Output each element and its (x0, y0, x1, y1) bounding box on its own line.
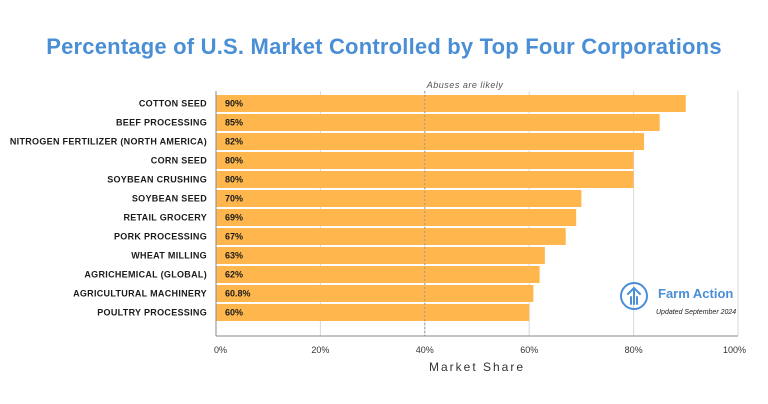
category-label: AGRICHEMICAL (GLOBAL) (84, 270, 207, 280)
value-label: 70% (225, 194, 243, 204)
x-tick-label: 20% (311, 345, 329, 355)
logo-name: Farm Action (658, 286, 734, 301)
value-label: 85% (225, 118, 243, 128)
value-label: 69% (225, 213, 243, 223)
x-tick-label: 40% (416, 345, 434, 355)
bar (216, 266, 540, 283)
bar (216, 228, 566, 245)
value-label: 60% (225, 308, 243, 318)
value-label: 80% (225, 156, 243, 166)
bar (216, 190, 582, 207)
category-label: WHEAT MILLING (131, 251, 207, 261)
x-tick-label: 80% (625, 345, 643, 355)
x-tick-label: 100% (723, 345, 746, 355)
value-label: 67% (225, 232, 243, 242)
x-tick-label: 60% (520, 345, 538, 355)
value-label: 63% (225, 251, 243, 261)
bar (216, 247, 545, 264)
bar (216, 133, 645, 150)
reference-annotation: Abuses are likely (426, 80, 504, 90)
category-label: CORN SEED (151, 156, 207, 166)
category-label: COTTON SEED (139, 99, 207, 109)
x-tick-label: 0% (214, 345, 227, 355)
bar (216, 114, 660, 131)
bar (216, 209, 577, 226)
category-label: NITROGEN FERTILIZER (NORTH AMERICA) (10, 137, 207, 147)
logo-updated-text: Updated September 2024 (656, 309, 737, 316)
x-axis-title: Market Share (429, 360, 525, 374)
value-label: 80% (225, 175, 243, 185)
farm-action-logo: Farm Action Updated September 2024 (620, 280, 750, 324)
bar (216, 304, 530, 321)
chart-title: Percentage of U.S. Market Controlled by … (46, 34, 722, 59)
value-label: 82% (225, 137, 243, 147)
farm-action-arrow-icon (620, 282, 648, 310)
value-label: 90% (225, 99, 243, 109)
value-label: 60.8% (225, 289, 251, 299)
value-label: 62% (225, 270, 243, 280)
bar (216, 95, 686, 112)
category-label: AGRICULTURAL MACHINERY (73, 289, 207, 299)
category-label: POULTRY PROCESSING (97, 308, 207, 318)
bar (216, 285, 534, 302)
category-label: RETAIL GROCERY (123, 213, 207, 223)
category-label: BEEF PROCESSING (116, 118, 207, 128)
category-label: PORK PROCESSING (114, 232, 207, 242)
category-label: SOYBEAN CRUSHING (107, 175, 207, 185)
category-label: SOYBEAN SEED (132, 194, 207, 204)
